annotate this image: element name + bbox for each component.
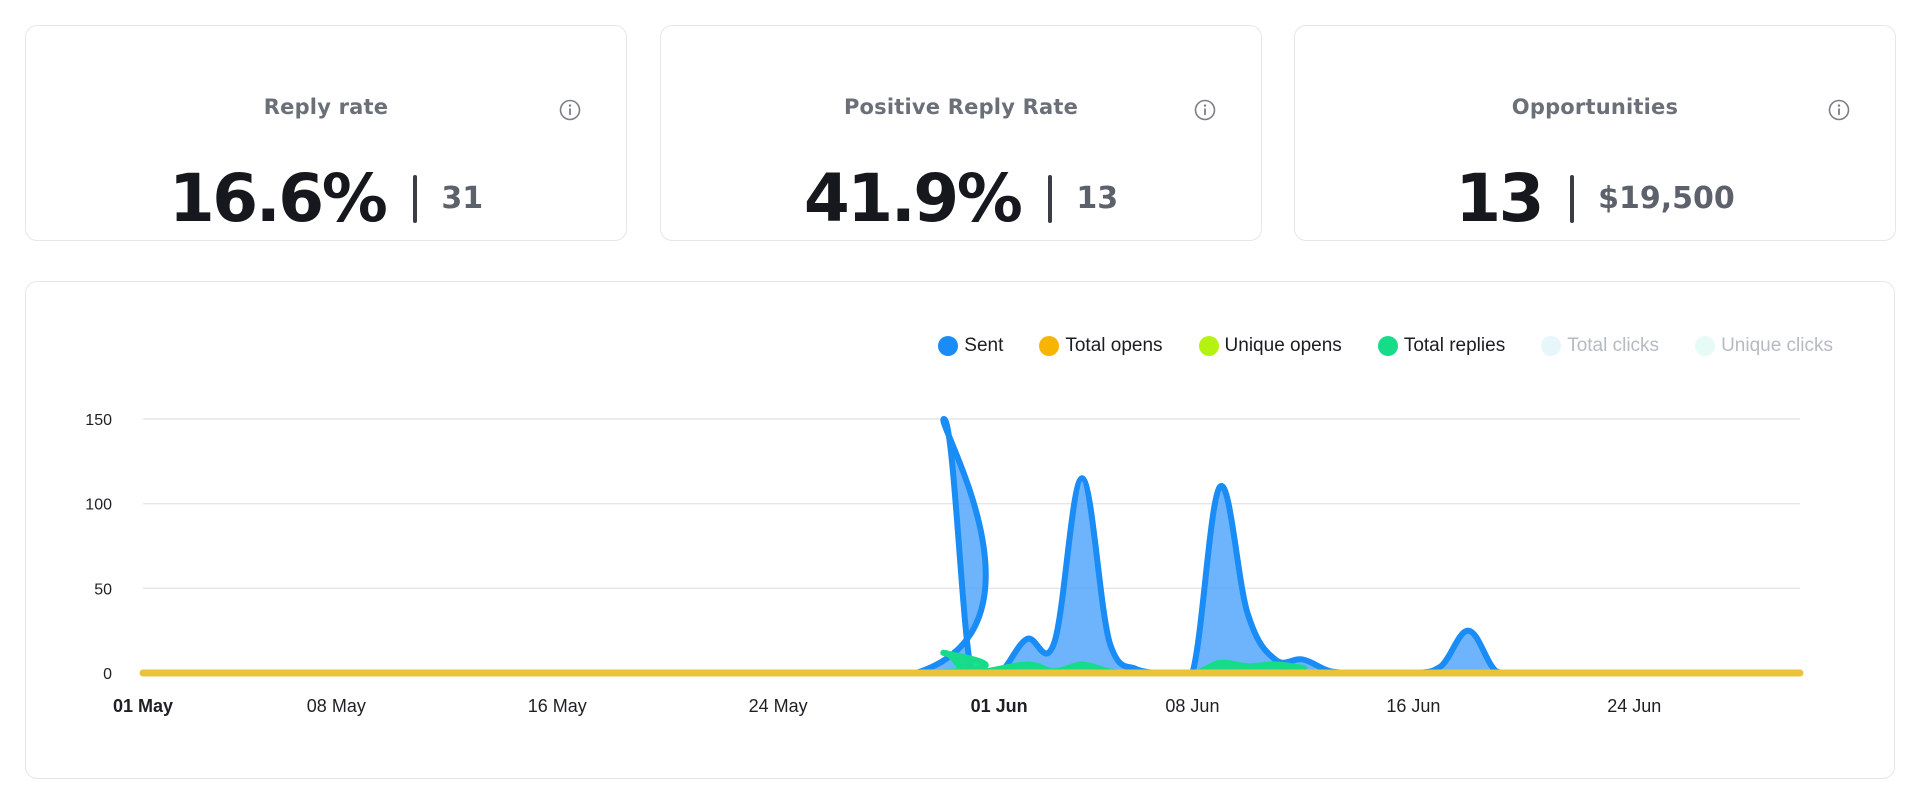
metric-secondary: $19,500 (1598, 181, 1735, 216)
legend-item-sent[interactable]: Sent (938, 335, 1003, 357)
metric-secondary: 31 (441, 181, 484, 216)
metric-row: 13 $19,500 (1295, 152, 1895, 246)
y-axis-ticks: 0 50 100 150 (85, 412, 112, 683)
x-tick-label: 08 Jun (1165, 696, 1219, 716)
y-tick-label: 50 (94, 581, 112, 598)
legend-label: Unique opens (1224, 335, 1342, 356)
info-icon[interactable] (1193, 98, 1217, 122)
x-tick-label: 24 Jun (1607, 696, 1661, 716)
legend-label: Sent (964, 335, 1004, 356)
legend-item-total-replies[interactable]: Total replies (1377, 335, 1506, 357)
y-tick-label: 0 (103, 666, 112, 683)
metric-value: 13 (1455, 160, 1544, 237)
x-tick-label: 16 Jun (1386, 696, 1440, 716)
legend-dot (1377, 336, 1398, 356)
legend-dot (1039, 336, 1060, 356)
metric-secondary: 13 (1076, 181, 1119, 216)
legend-label: Total replies (1403, 335, 1506, 356)
metric-value: 16.6% (168, 160, 388, 237)
legend-dot (1541, 336, 1562, 356)
legend-item-unique-clicks[interactable]: Unique clicks (1695, 335, 1833, 357)
metric-divider (413, 175, 418, 223)
info-icon[interactable] (1827, 98, 1851, 122)
info-icon[interactable] (558, 98, 582, 122)
y-tick-label: 100 (85, 497, 112, 514)
x-tick-label: 01 May (113, 696, 173, 716)
card-title: Opportunities (1511, 95, 1679, 119)
metric-divider (1048, 175, 1053, 223)
x-tick-label: 08 May (307, 696, 366, 716)
card-title: Positive Reply Rate (843, 95, 1079, 119)
series-area (143, 419, 1800, 673)
positive-reply-rate-card: Positive Reply Rate 41.9% 13 (660, 25, 1262, 241)
opportunities-card: Opportunities 13 $19,500 (1294, 25, 1896, 241)
series-sent (140, 416, 1803, 677)
x-tick-label: 24 May (749, 696, 808, 716)
series-areas (139, 416, 1804, 677)
legend-label: Total clicks (1567, 335, 1660, 356)
metric-value: 41.9% (803, 160, 1023, 237)
x-tick-label: 16 May (528, 696, 587, 716)
metric-row: 16.6% 31 (26, 152, 626, 246)
x-axis-ticks: 01 May 08 May 16 May 24 May 01 Jun 08 Jun 16 J… (113, 696, 1661, 716)
legend-item-total-clicks[interactable]: Total clicks (1541, 335, 1659, 357)
legend-label: Unique clicks (1721, 335, 1833, 356)
y-tick-label: 150 (85, 412, 112, 429)
reply-rate-card: Reply rate 16.6% 31 (25, 25, 627, 241)
legend-dot (1198, 336, 1219, 356)
legend-item-unique-opens[interactable]: Unique opens (1198, 335, 1342, 357)
card-title: Reply rate (263, 95, 389, 119)
metric-divider (1570, 175, 1575, 223)
legend-dot (938, 336, 959, 356)
metric-row: 41.9% 13 (661, 152, 1261, 246)
series-area (143, 652, 1800, 673)
legend-label: Total opens (1065, 335, 1163, 356)
legend-dot (1695, 336, 1716, 356)
legend-item-total-opens[interactable]: Total opens (1039, 335, 1163, 357)
x-tick-label: 01 Jun (971, 696, 1028, 716)
chart-legend: Sent Total opens Unique opens Total repl… (902, 335, 1833, 357)
